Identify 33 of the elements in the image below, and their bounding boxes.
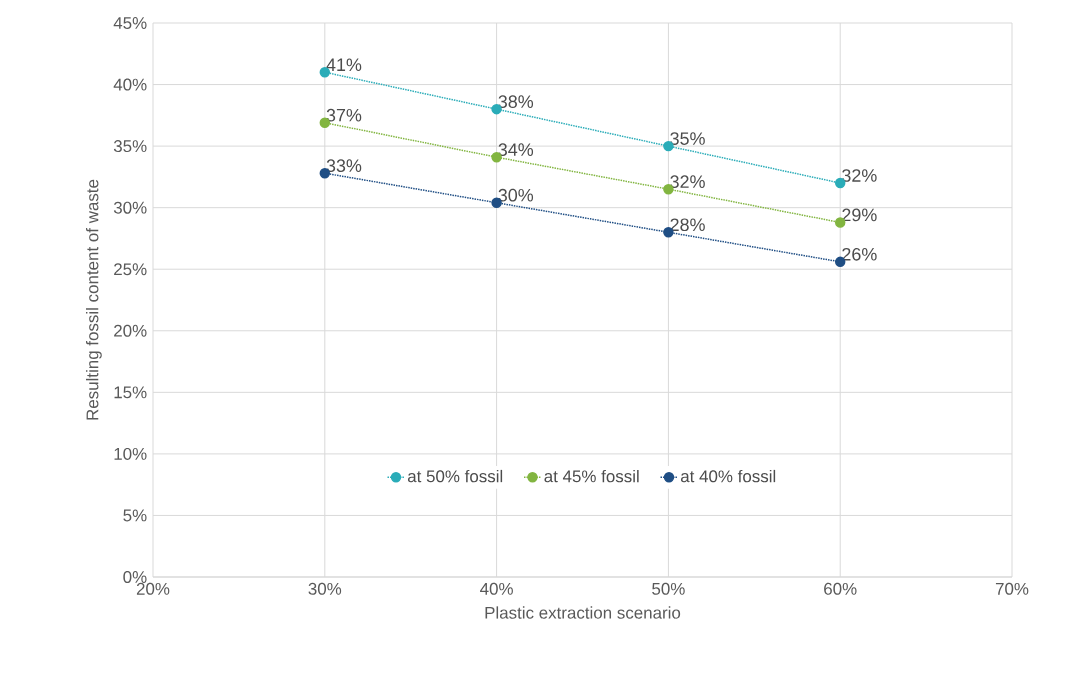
data-label: 32% xyxy=(842,169,877,182)
y-axis-title: Resulting fossil content of waste xyxy=(85,179,102,420)
data-label: 29% xyxy=(842,208,877,222)
x-tick-label: 30% xyxy=(308,582,342,595)
x-tick-label: 50% xyxy=(652,582,685,595)
x-tick-label: 40% xyxy=(480,582,513,595)
y-tick-label: 35% xyxy=(113,140,147,153)
x-tick-label: 60% xyxy=(824,582,857,595)
y-tick-label: 45% xyxy=(113,17,147,29)
y-tick-label: 0% xyxy=(123,571,147,583)
y-tick-label: 5% xyxy=(123,509,147,522)
y-tick-label: 15% xyxy=(114,386,147,399)
y-tick-label: 20% xyxy=(114,324,147,337)
data-label: 35% xyxy=(670,132,705,145)
legend-label: at 45% fossil xyxy=(544,469,639,483)
y-tick-label: 40% xyxy=(113,78,147,91)
data-label: 34% xyxy=(498,143,534,156)
data-label: 38% xyxy=(498,95,534,108)
data-label: 32% xyxy=(670,175,705,188)
data-label: 37% xyxy=(326,108,362,122)
data-label: 33% xyxy=(326,159,362,172)
x-tick-label: 20% xyxy=(136,582,170,595)
data-label: 28% xyxy=(670,218,705,232)
x-axis-title: Plastic extraction scenario xyxy=(485,606,681,619)
y-tick-label: 30% xyxy=(113,201,147,214)
data-label: 41% xyxy=(326,58,362,72)
data-label: 26% xyxy=(842,247,877,261)
legend-label: at 50% fossil xyxy=(407,469,503,483)
y-tick-label: 25% xyxy=(114,263,147,276)
y-tick-label: 10% xyxy=(114,447,147,460)
x-tick-label: 70% xyxy=(995,582,1029,595)
data-label: 30% xyxy=(498,188,534,202)
legend-label: at 40% fossil xyxy=(680,469,776,483)
